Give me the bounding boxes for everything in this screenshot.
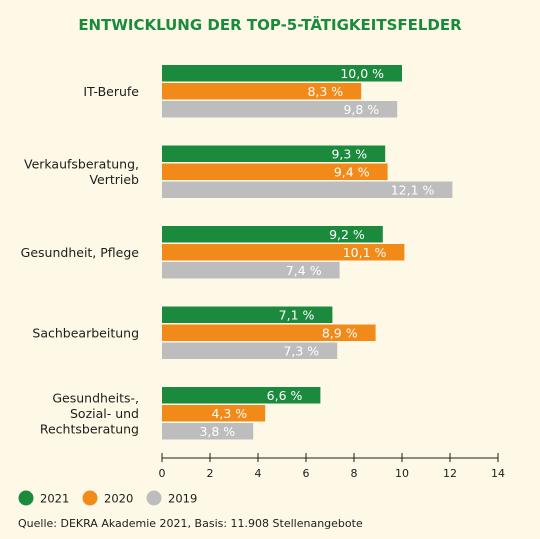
bar-label-2020-2: 10,1 % bbox=[343, 245, 387, 260]
x-tick-label-14: 14 bbox=[491, 467, 505, 480]
legend-swatch-2020 bbox=[82, 490, 98, 506]
bar-2021-4 bbox=[162, 387, 321, 404]
x-tick-label-4: 4 bbox=[255, 467, 262, 480]
bar-2021-0 bbox=[162, 65, 402, 82]
bar-2021-1 bbox=[162, 145, 386, 162]
bar-2019-1 bbox=[162, 181, 453, 198]
category-label-4: Gesundheits-, Sozial- und Rechtsberatung bbox=[40, 390, 139, 436]
x-tick-label-6: 6 bbox=[303, 467, 310, 480]
x-tick-label-10: 10 bbox=[395, 467, 409, 480]
bar-label-2021-3: 7,1 % bbox=[279, 307, 315, 322]
category-label-2: Gesundheit, Pflege bbox=[21, 245, 140, 260]
category-label-1: Verkaufsberatung, Vertrieb bbox=[24, 157, 139, 188]
bar-label-2021-4: 6,6 % bbox=[267, 388, 303, 403]
bar-2020-4 bbox=[162, 405, 266, 422]
bar-label-2020-1: 9,4 % bbox=[334, 164, 370, 179]
bars: 10,0 % 8,3 %9,8 % 9,3 % 9,4 % 12,1 % 9,2 % 10,… bbox=[162, 65, 453, 440]
source-note: Quelle: DEKRA Akademie 2021, Basis: 11.9… bbox=[18, 517, 363, 530]
bar-2020-2 bbox=[162, 244, 405, 261]
bar-2020-0 bbox=[162, 83, 362, 100]
category-label-0: IT-Berufe bbox=[83, 84, 139, 99]
bar-label-2019-1: 12,1 % bbox=[391, 182, 435, 197]
bar-label-2019-0: 9,8 % bbox=[343, 102, 379, 117]
bar-2020-1 bbox=[162, 163, 388, 180]
bar-label-2020-4: 4,3 % bbox=[211, 406, 247, 421]
category-label-3: Sachbearbeitung bbox=[32, 325, 139, 340]
bar-label-2021-1: 9,3 % bbox=[331, 146, 367, 161]
legend-label-2021: 2021 bbox=[40, 492, 69, 506]
bar-label-2020-3: 8,9 % bbox=[322, 325, 358, 340]
bar-2019-3 bbox=[162, 342, 338, 359]
x-tick-label-2: 2 bbox=[207, 467, 214, 480]
chart-title: ENTWICKLUNG DER TOP-5-TÄTIGKEITSFELDER bbox=[78, 15, 462, 34]
category-labels: IT-Berufe Verkaufsberatung, Vertrieb Gesund… bbox=[21, 84, 140, 437]
bar-label-2019-3: 7,3 % bbox=[283, 343, 319, 358]
bar-label-2021-0: 10,0 % bbox=[340, 66, 384, 81]
x-tick-label-8: 8 bbox=[351, 467, 358, 480]
bar-label-2021-2: 9,2 % bbox=[329, 227, 365, 242]
legend-swatch-2019 bbox=[146, 490, 162, 506]
bar-2021-2 bbox=[162, 226, 383, 243]
legend: 2021 2020 2019 bbox=[18, 490, 197, 506]
x-tick-label-12: 12 bbox=[443, 467, 457, 480]
bar-2019-2 bbox=[162, 262, 340, 279]
x-axis: 0 2 4 6 8 10 12 14 bbox=[159, 453, 505, 480]
legend-label-2019: 2019 bbox=[168, 492, 197, 506]
bar-2019-4 bbox=[162, 423, 254, 440]
x-tick-label-0: 0 bbox=[159, 467, 166, 480]
bar-label-2020-0: 8,3 % bbox=[307, 84, 343, 99]
legend-label-2020: 2020 bbox=[104, 492, 133, 506]
bar-2021-3 bbox=[162, 306, 333, 323]
bar-label-2019-2: 7,4 % bbox=[286, 263, 322, 278]
legend-swatch-2021 bbox=[18, 490, 34, 506]
bar-2019-0 bbox=[162, 101, 398, 118]
bar-2020-3 bbox=[162, 324, 376, 341]
bar-label-2019-4: 3,8 % bbox=[199, 424, 235, 439]
